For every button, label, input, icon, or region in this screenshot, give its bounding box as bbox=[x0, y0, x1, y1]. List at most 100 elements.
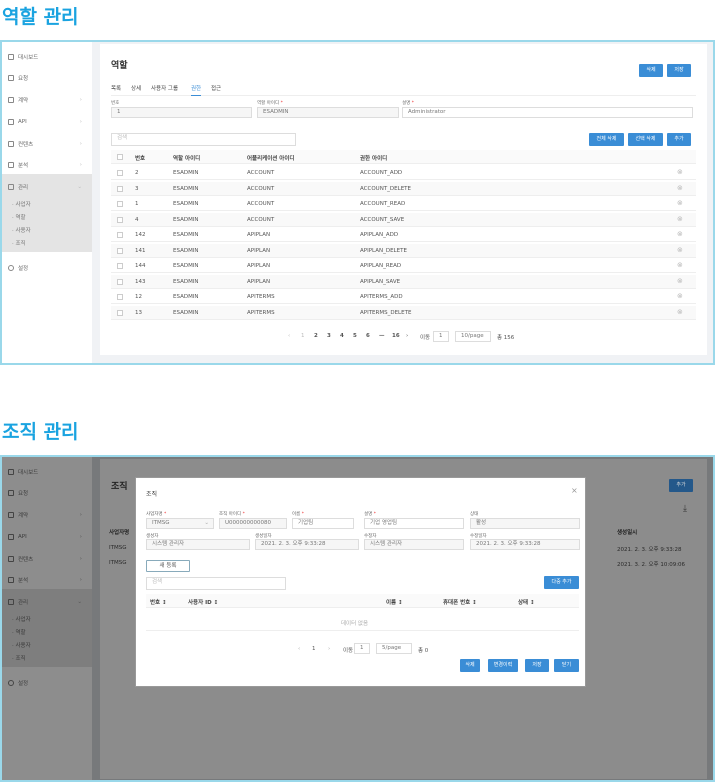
delete-button[interactable]: 삭제 bbox=[460, 659, 480, 672]
table-row[interactable]: 144 ESADMIN APIPLAN APIPLAN_READ ⊗ bbox=[111, 259, 696, 273]
table-row[interactable]: 3 ESADMIN ACCOUNT ACCOUNT_DELETE ⊗ bbox=[111, 181, 696, 196]
sidebar-subitem-2[interactable]: · 사용자 bbox=[12, 228, 31, 234]
delete-row-icon[interactable]: ⊗ bbox=[677, 276, 683, 285]
sidebar-subitem-1[interactable]: · 역할 bbox=[12, 630, 26, 636]
column-header[interactable]: 사용자 ID ↕ bbox=[188, 600, 219, 606]
sidebar-subitem-3[interactable]: · 조직 bbox=[12, 241, 26, 247]
row-checkbox[interactable] bbox=[117, 232, 123, 238]
select-all-checkbox[interactable] bbox=[117, 154, 123, 160]
delete-row-icon[interactable]: ⊗ bbox=[677, 168, 683, 176]
table-row[interactable]: 143 ESADMIN APIPLAN APIPLAN_SAVE ⊗ bbox=[111, 274, 696, 289]
prev-page[interactable]: ‹ bbox=[298, 646, 301, 652]
tab-3[interactable]: 권한 bbox=[191, 84, 202, 96]
page-4[interactable]: 4 bbox=[340, 333, 344, 339]
sidebar-item-2[interactable]: 계약 › bbox=[8, 95, 88, 105]
sidebar-subitem-1[interactable]: · 역할 bbox=[12, 215, 26, 221]
next-page[interactable]: › bbox=[328, 646, 331, 652]
sidebar-item-0[interactable]: 대시보드 bbox=[8, 467, 88, 477]
delete-row-icon[interactable]: ⊗ bbox=[677, 214, 683, 223]
page-2[interactable]: 2 bbox=[314, 333, 318, 339]
new-button[interactable]: 새 등록 bbox=[146, 560, 190, 572]
add-button[interactable]: 추가 bbox=[669, 479, 693, 492]
sidebar-item-6[interactable]: 관리 ⌄ bbox=[8, 597, 88, 607]
delete-selected-button[interactable]: 선택 삭제 bbox=[628, 133, 663, 146]
sidebar-subitem-2[interactable]: · 사용자 bbox=[12, 643, 31, 649]
desc-field[interactable]: Administrator bbox=[402, 107, 693, 118]
page-5[interactable]: 5 bbox=[353, 333, 357, 339]
search-input[interactable]: 검색 bbox=[146, 577, 286, 590]
sidebar-item-4[interactable]: 컨텐츠 › bbox=[8, 554, 88, 564]
desc-field[interactable]: 기업 영업팀 bbox=[364, 518, 464, 529]
column-header[interactable]: 이름 ↕ bbox=[386, 600, 403, 606]
sidebar-item-1[interactable]: 요청 bbox=[8, 488, 88, 498]
table-row[interactable]: 2 ESADMIN ACCOUNT ACCOUNT_ADD ⊗ bbox=[111, 166, 696, 180]
sidebar-item-settings[interactable]: 설정 bbox=[8, 678, 88, 688]
page-—[interactable]: — bbox=[379, 333, 385, 339]
close-icon[interactable]: × bbox=[571, 486, 578, 495]
row-checkbox[interactable] bbox=[117, 170, 123, 176]
sidebar-item-5[interactable]: 분석 › bbox=[8, 160, 88, 170]
save-button[interactable]: 저장 bbox=[667, 64, 691, 77]
sidebar-item-3[interactable]: API › bbox=[8, 117, 88, 127]
sidebar-item-0[interactable]: 대시보드 bbox=[8, 52, 88, 62]
column-header[interactable]: 상태 ↕ bbox=[518, 600, 535, 606]
table-row[interactable]: 4 ESADMIN ACCOUNT ACCOUNT_SAVE ⊗ bbox=[111, 212, 696, 227]
sidebar-item-4[interactable]: 컨텐츠 › bbox=[8, 139, 88, 149]
prev-page[interactable]: ‹ bbox=[288, 333, 291, 339]
sidebar-item-5[interactable]: 분석 › bbox=[8, 575, 88, 585]
multi-add-button[interactable]: 다중 추가 bbox=[544, 576, 579, 589]
row-checkbox[interactable] bbox=[117, 216, 123, 223]
table-row[interactable]: 12 ESADMIN APITERMS APITERMS_ADD ⊗ bbox=[111, 290, 696, 304]
row-checkbox[interactable] bbox=[117, 263, 123, 269]
table-row[interactable]: 142 ESADMIN APIPLAN APIPLAN_ADD ⊗ bbox=[111, 228, 696, 242]
row-checkbox[interactable] bbox=[117, 278, 123, 285]
goto-input[interactable]: 1 bbox=[354, 643, 370, 654]
name-field[interactable]: 기업팀 bbox=[292, 518, 354, 529]
page-1[interactable]: 1 bbox=[312, 646, 316, 652]
table-row[interactable]: 13 ESADMIN APITERMS APITERMS_DELETE ⊗ bbox=[111, 305, 696, 320]
delete-row-icon[interactable]: ⊗ bbox=[677, 199, 683, 207]
sidebar-item-1[interactable]: 요청 bbox=[8, 73, 88, 83]
tab-4[interactable]: 접근 bbox=[211, 86, 222, 92]
sidebar-item-3[interactable]: API › bbox=[8, 532, 88, 542]
row-checkbox[interactable] bbox=[117, 185, 123, 192]
sidebar-item-settings[interactable]: 설정 bbox=[8, 263, 88, 273]
row-checkbox[interactable] bbox=[117, 309, 123, 316]
delete-row-icon[interactable]: ⊗ bbox=[677, 183, 683, 192]
sidebar-item-6[interactable]: 관리 ⌄ bbox=[8, 182, 88, 192]
page-size-select[interactable]: 10/page bbox=[455, 331, 491, 342]
sidebar-subitem-0[interactable]: · 사업자 bbox=[12, 617, 31, 623]
org-id-field[interactable]: U000000000080 bbox=[219, 518, 287, 529]
table-row[interactable]: 1 ESADMIN ACCOUNT ACCOUNT_READ ⊗ bbox=[111, 197, 696, 211]
role-id-field[interactable]: ESADMIN bbox=[257, 107, 399, 118]
delete-row-icon[interactable]: ⊗ bbox=[677, 245, 683, 254]
page-3[interactable]: 3 bbox=[327, 333, 331, 339]
page-size-select[interactable]: 5/page bbox=[376, 643, 412, 654]
goto-input[interactable]: 1 bbox=[433, 331, 449, 342]
table-row[interactable]: 141 ESADMIN APIPLAN APIPLAN_DELETE ⊗ bbox=[111, 243, 696, 258]
download-icon[interactable]: ⤓ bbox=[683, 504, 687, 514]
tab-2[interactable]: 사용자 그룹 bbox=[151, 86, 179, 92]
delete-row-icon[interactable]: ⊗ bbox=[677, 230, 683, 238]
tab-0[interactable]: 목록 bbox=[111, 86, 122, 92]
sidebar-subitem-3[interactable]: · 조직 bbox=[12, 656, 26, 662]
biz-select[interactable]: ITMSG ⌄ bbox=[146, 518, 214, 529]
delete-all-button[interactable]: 전체 삭제 bbox=[589, 133, 624, 146]
sidebar-subitem-0[interactable]: · 사업자 bbox=[12, 202, 31, 208]
search-input[interactable]: 검색 bbox=[111, 133, 296, 146]
delete-row-icon[interactable]: ⊗ bbox=[677, 307, 683, 316]
save-button[interactable]: 저장 bbox=[525, 659, 549, 672]
page-16[interactable]: 16 bbox=[392, 333, 400, 339]
delete-button[interactable]: 삭제 bbox=[639, 64, 663, 77]
status-field[interactable]: 활성 bbox=[470, 518, 580, 529]
tab-1[interactable]: 상세 bbox=[131, 86, 142, 92]
row-checkbox[interactable] bbox=[117, 294, 123, 300]
column-header[interactable]: 번호 ↕ bbox=[150, 600, 167, 606]
sidebar-item-2[interactable]: 계약 › bbox=[8, 510, 88, 520]
page-6[interactable]: 6 bbox=[366, 333, 370, 339]
next-page[interactable]: › bbox=[406, 333, 409, 339]
delete-row-icon[interactable]: ⊗ bbox=[677, 292, 683, 300]
row-checkbox[interactable] bbox=[117, 201, 123, 207]
page-1[interactable]: 1 bbox=[301, 333, 305, 339]
delete-row-icon[interactable]: ⊗ bbox=[677, 261, 683, 269]
